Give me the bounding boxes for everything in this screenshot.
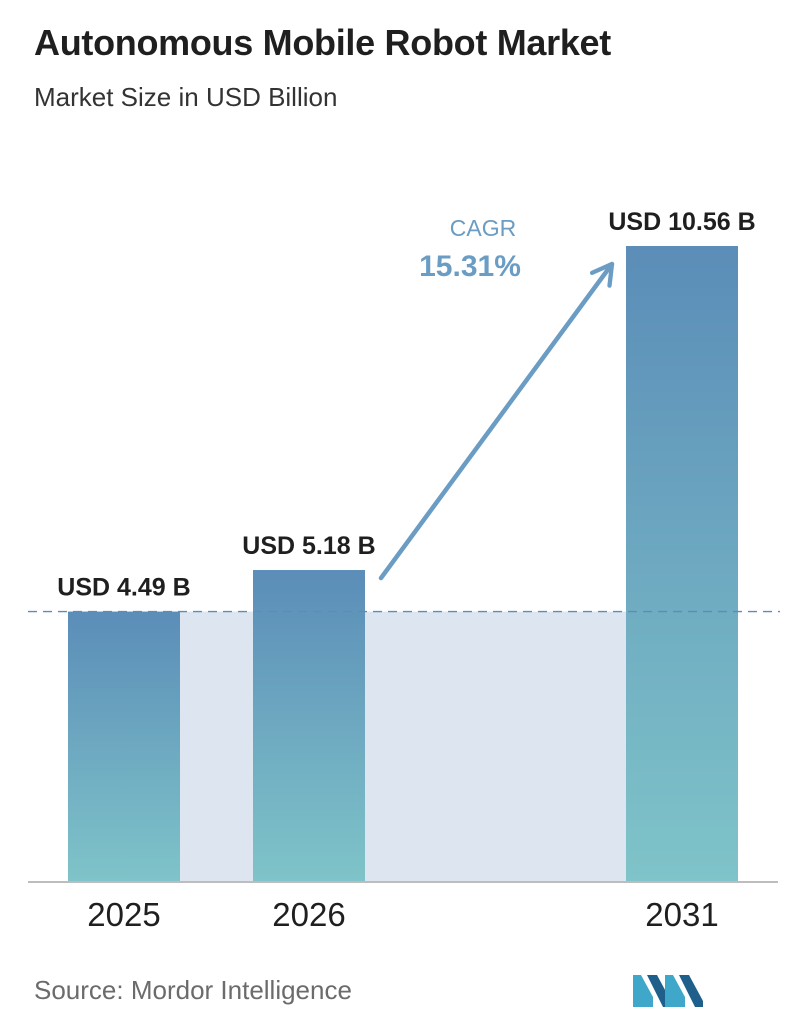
x-tick-label-2026: 2026 bbox=[272, 896, 345, 933]
data-label-2031: USD 10.56 B bbox=[608, 208, 755, 236]
bars-layer bbox=[68, 246, 738, 882]
background-band-layer bbox=[180, 611, 626, 882]
data-label-2026: USD 5.18 B bbox=[242, 532, 375, 560]
x-tick-label-2025: 2025 bbox=[87, 896, 160, 933]
bar-2025 bbox=[68, 611, 180, 882]
cagr-arrow bbox=[378, 261, 615, 581]
mordor-intelligence-logo bbox=[633, 975, 703, 1007]
reference-band bbox=[180, 611, 626, 882]
bar-2031 bbox=[626, 246, 738, 882]
chart-title: Autonomous Mobile Robot Market bbox=[34, 22, 611, 63]
data-label-2025: USD 4.49 B bbox=[57, 574, 190, 602]
source-note: Source: Mordor Intelligence bbox=[34, 975, 352, 1005]
chart-subtitle: Market Size in USD Billion bbox=[34, 82, 338, 112]
overlay-layer bbox=[28, 261, 780, 883]
labels-layer: USD 4.49 B USD 5.18 B USD 10.56 B 2025 2026 2… bbox=[57, 208, 755, 933]
bar-2026 bbox=[253, 570, 365, 882]
cagr-value: 15.31% bbox=[419, 250, 521, 283]
x-tick-label-2031: 2031 bbox=[645, 896, 718, 933]
cagr-label: CAGR bbox=[450, 215, 516, 241]
